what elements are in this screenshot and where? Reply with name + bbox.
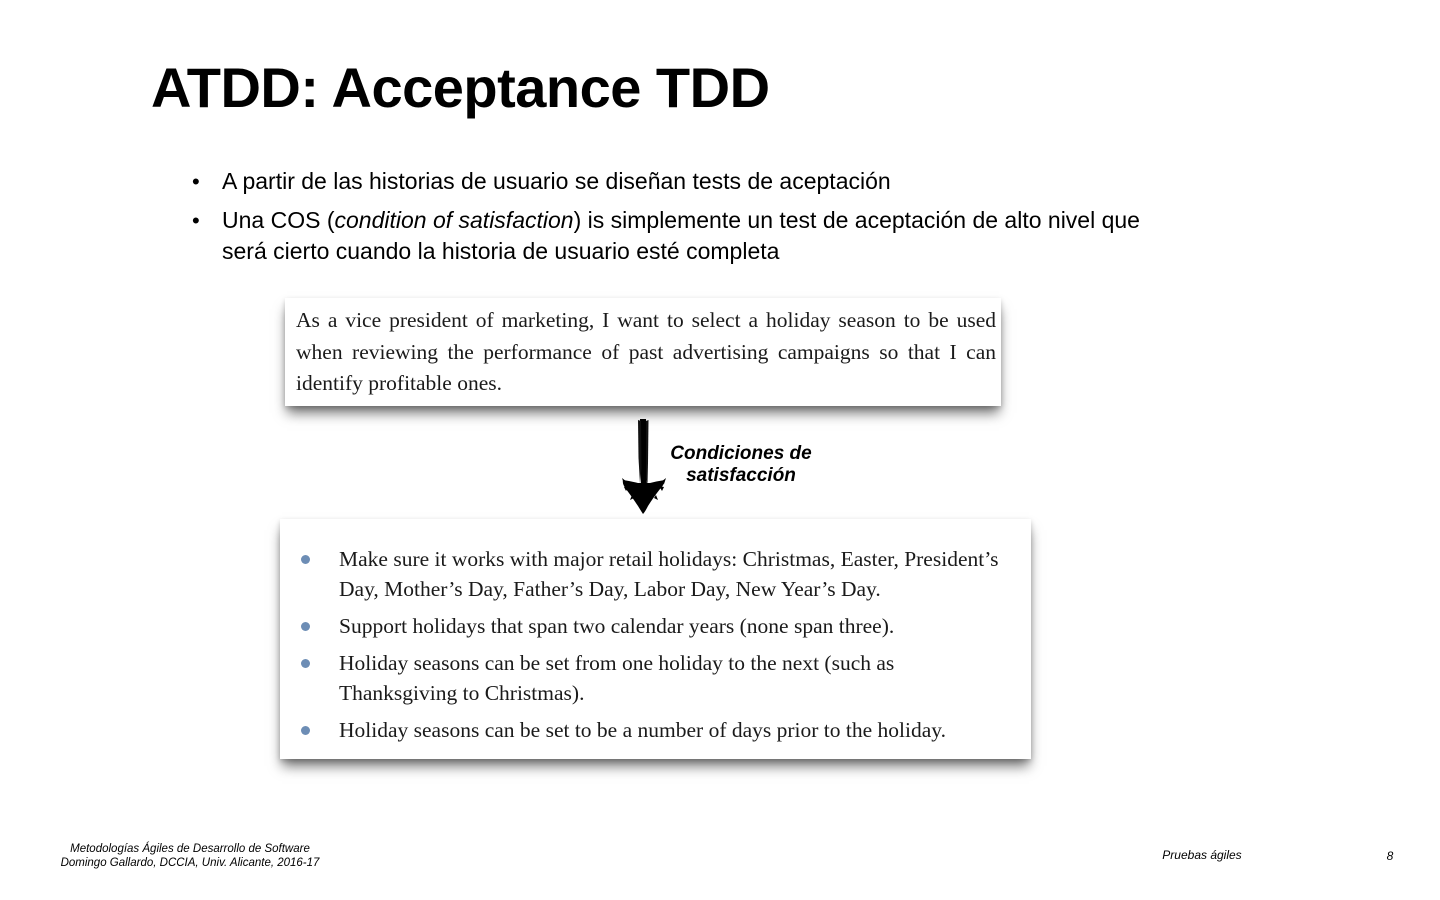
arrow-label: Condiciones de satisfacción: [652, 443, 830, 487]
bullet-text: A partir de las historias de usuario se …: [222, 168, 891, 194]
footer-course: Metodologías Ágiles de Desarrollo de Sof…: [70, 843, 310, 855]
footer-author: Domingo Gallardo, DCCIA, Univ. Alicante,…: [60, 857, 320, 869]
bullet-item: • A partir de las historias de usuario s…: [192, 166, 1142, 197]
bullet-item: • Una COS (condition of satisfaction) is…: [192, 205, 1142, 267]
bullet-dot-icon: [301, 659, 310, 668]
footer-credits: Metodologías Ágiles de Desarrollo de Sof…: [40, 842, 340, 870]
condition-text: Make sure it works with major retail hol…: [339, 547, 999, 601]
hand-drawn-down-arrow-icon: [622, 419, 666, 514]
conditions-card: Make sure it works with major retail hol…: [280, 519, 1031, 759]
user-story-card: As a vice president of marketing, I want…: [285, 298, 1001, 406]
slide-title: ATDD: Acceptance TDD: [151, 56, 770, 119]
bullet-dot: •: [192, 169, 200, 194]
arrow-label-line2: satisfacción: [686, 465, 796, 486]
bullet-dot-icon: [301, 555, 310, 564]
user-story-text: As a vice president of marketing, I want…: [296, 308, 996, 395]
arrow-label-line1: Condiciones de: [670, 443, 812, 464]
condition-text: Holiday seasons can be set to be a numbe…: [339, 718, 947, 742]
bullet-dot: •: [192, 208, 200, 233]
condition-item: Support holidays that span two calendar …: [280, 611, 1031, 641]
bullet-text-suffix: ) is simplemente un test de aceptación d…: [222, 207, 1140, 264]
bullet-list: • A partir de las historias de usuario s…: [192, 166, 1142, 275]
bullet-dot-icon: [301, 622, 310, 631]
condition-item: Holiday seasons can be set to be a numbe…: [280, 715, 1031, 745]
condition-item: Holiday seasons can be set from one holi…: [280, 648, 1031, 708]
condition-text: Support holidays that span two calendar …: [339, 614, 895, 638]
conditions-list: Make sure it works with major retail hol…: [280, 544, 1031, 752]
page-number: 8: [1386, 849, 1394, 863]
condition-text: Holiday seasons can be set from one holi…: [339, 651, 895, 705]
bullet-text-italic: condition of satisfaction: [334, 207, 574, 233]
bullet-text-prefix: Una COS (: [222, 207, 335, 233]
footer-topic: Pruebas ágiles: [1162, 848, 1242, 862]
bullet-dot-icon: [301, 726, 310, 735]
condition-item: Make sure it works with major retail hol…: [280, 544, 1031, 604]
